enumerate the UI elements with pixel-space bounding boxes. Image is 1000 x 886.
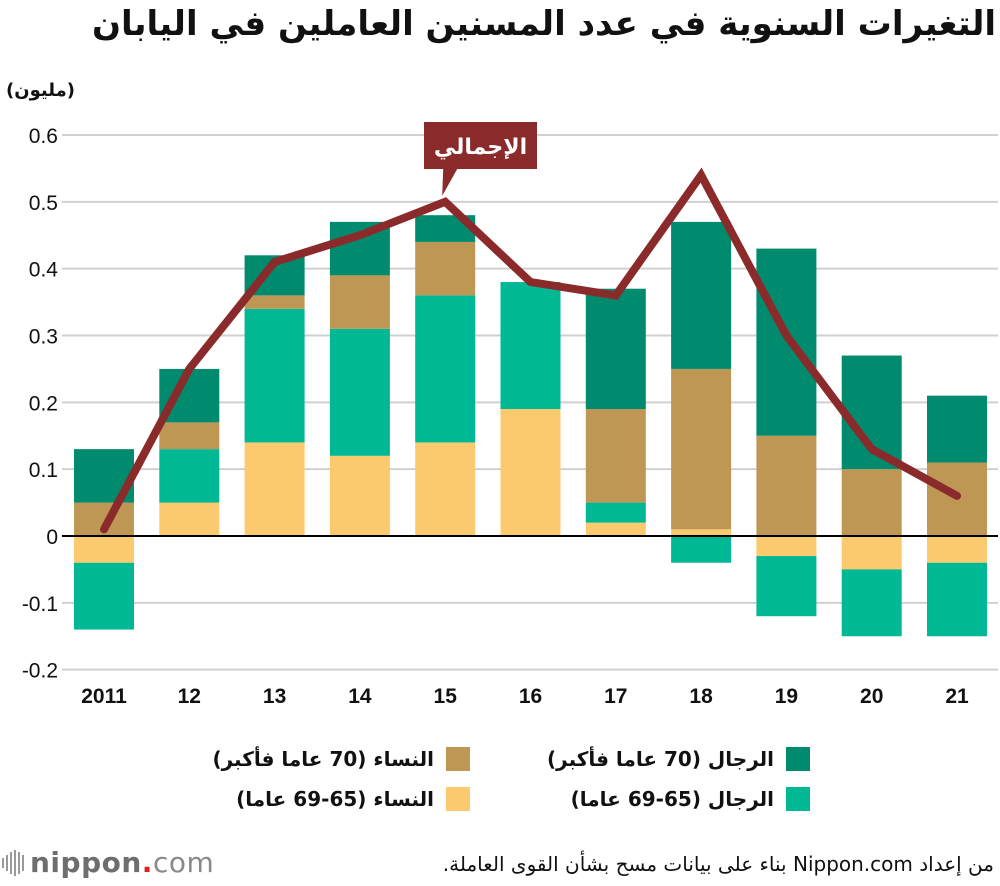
bar-segment-men-65-69 — [329, 328, 390, 456]
y-tick-label: 0.5 — [29, 192, 58, 215]
x-tick-label: 2011 — [81, 685, 127, 708]
legend-swatch-men-65-69 — [786, 787, 810, 811]
y-tick-label: 0.4 — [29, 259, 59, 282]
x-tick-label: 12 — [178, 685, 201, 708]
nippon-logo: nippon.com — [2, 846, 214, 879]
bar-segment-women-65-69 — [159, 502, 220, 536]
legend-label: النساء (65-69 عاما) — [236, 787, 434, 811]
annotation-callout-box — [424, 122, 537, 196]
bar-segment-men-65-69 — [671, 536, 732, 563]
y-tick-label: 0.1 — [29, 459, 58, 482]
bar-segment-men-65-69 — [841, 569, 902, 637]
legend-item-women-65-69: النساء (65-69 عاما) — [236, 787, 470, 811]
legend-swatch-women-70-plus — [446, 747, 470, 771]
y-axis-unit-label: (مليون) — [6, 80, 75, 101]
x-tick-label: 13 — [263, 685, 286, 708]
bar-segment-women-70-plus — [244, 295, 305, 309]
annotation-label: الإجمالي — [434, 135, 527, 160]
bar-segment-men-70-plus — [756, 248, 817, 436]
x-tick-label: 21 — [945, 685, 969, 708]
bar-segment-women-65-69 — [74, 536, 134, 563]
x-tick-label: 14 — [348, 685, 372, 708]
bar-segment-men-65-69 — [500, 282, 561, 410]
legend-item-men-65-69: الرجال (65-69 عاما) — [571, 787, 810, 811]
bar-segment-men-70-plus — [585, 288, 646, 410]
bar-segment-women-70-plus — [329, 275, 390, 329]
x-tick-label: 20 — [860, 685, 883, 708]
y-tick-label: 0 — [46, 526, 58, 549]
x-tick-label: 17 — [604, 685, 627, 708]
bar-segment-women-70-plus — [671, 368, 732, 530]
legend-item-women-70-plus: النساء (70 عاما فأكبر) — [212, 747, 470, 771]
bar-segment-men-70-plus — [671, 221, 732, 369]
bar-segment-women-70-plus — [841, 469, 902, 536]
bar-segment-women-65-69 — [756, 536, 817, 557]
legend: الرجال (70 عاما فأكبر) النساء (70 عاما ف… — [0, 745, 1000, 825]
chart: 0.6 0.5 0.4 0.3 0.2 0.1 0 -0.1 -0.2 2011 12 13 14 15… — [22, 122, 998, 708]
logo-text: nippon.com — [30, 846, 215, 879]
bar-segment-women-70-plus — [756, 435, 817, 536]
chart-title: التغيرات السنوية في عدد المسنين العاملين… — [91, 4, 996, 44]
y-tick-label: 0.2 — [29, 392, 58, 415]
bar-segment-women-65-69 — [415, 442, 476, 536]
total-annotation: الإجمالي — [424, 122, 537, 196]
logo-bars-icon — [2, 849, 24, 876]
legend-swatch-men-70-plus — [786, 747, 810, 771]
bar-segment-women-65-69 — [841, 536, 902, 570]
y-tick-label: 0.3 — [29, 326, 58, 349]
legend-label: النساء (70 عاما فأكبر) — [212, 747, 434, 771]
bar-segment-men-65-69 — [927, 562, 987, 637]
bar-segment-men-65-69 — [159, 449, 220, 503]
x-tick-labels: 2011 12 13 14 15 16 17 18 19 20 21 — [81, 685, 969, 708]
bar-segment-men-65-69 — [415, 295, 476, 443]
y-tick-label: 0.6 — [29, 125, 58, 148]
x-tick-label: 18 — [689, 685, 713, 708]
bar-segment-men-65-69 — [74, 562, 134, 630]
bar-segment-men-65-69 — [756, 556, 817, 617]
bar-segment-women-65-69 — [671, 529, 732, 536]
legend-label: الرجال (70 عاما فأكبر) — [546, 747, 774, 771]
bar-segment-men-70-plus — [927, 395, 987, 463]
total-line-layer — [100, 167, 961, 534]
bar-segment-women-70-plus — [159, 422, 220, 450]
y-tick-labels: 0.6 0.5 0.4 0.3 0.2 0.1 0 -0.1 -0.2 — [22, 125, 58, 683]
bar-segment-men-65-69 — [585, 502, 646, 523]
bar-segment-women-65-69 — [500, 409, 561, 536]
y-tick-label: -0.1 — [22, 593, 58, 616]
bar-segment-women-65-69 — [244, 442, 305, 536]
bar-segment-women-65-69 — [927, 536, 987, 563]
legend-swatch-women-65-69 — [446, 787, 470, 811]
bar-segment-women-70-plus — [585, 409, 646, 503]
legend-item-men-70-plus: الرجال (70 عاما فأكبر) — [547, 747, 810, 771]
x-tick-label: 19 — [775, 685, 798, 708]
bar-segment-women-65-69 — [585, 522, 646, 536]
y-tick-label: -0.2 — [22, 660, 58, 683]
source-note: من إعداد Nippon.com بناء على بيانات مسح … — [442, 852, 994, 876]
bar-segment-men-65-69 — [244, 308, 305, 443]
x-tick-label: 16 — [519, 685, 542, 708]
bars — [74, 215, 987, 637]
bar-segment-women-65-69 — [329, 455, 390, 536]
legend-label: الرجال (65-69 عاما) — [570, 787, 774, 811]
x-tick-label: 15 — [434, 685, 458, 708]
bar-segment-women-70-plus — [415, 241, 476, 296]
